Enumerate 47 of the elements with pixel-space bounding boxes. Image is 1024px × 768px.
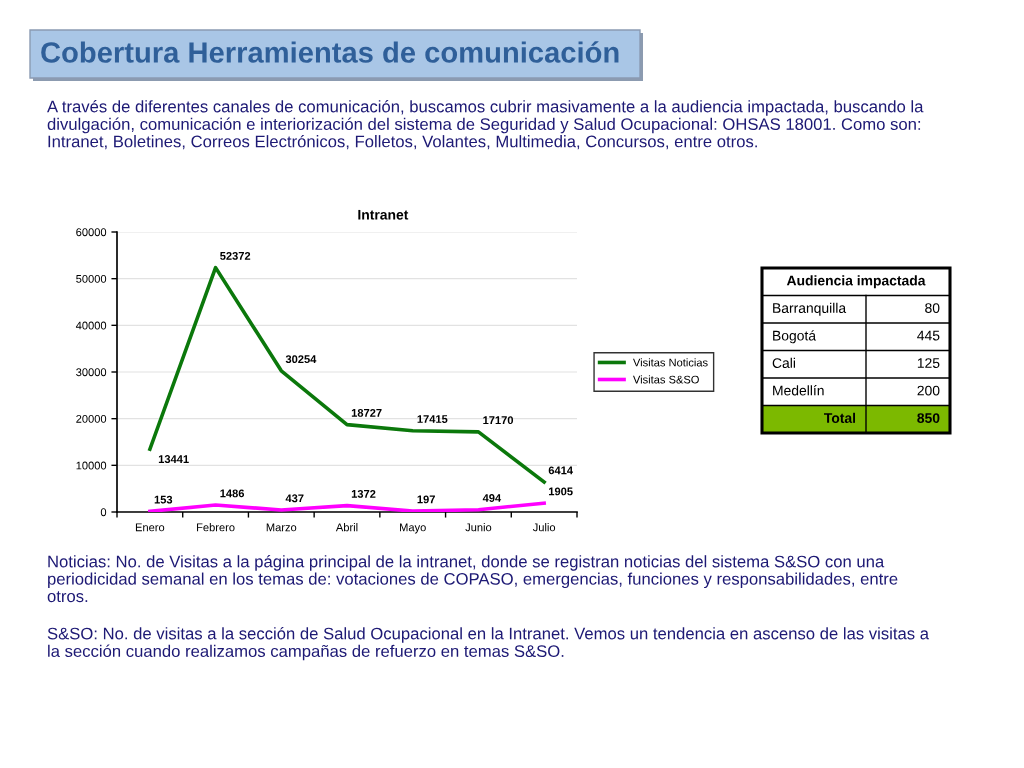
x-tick-label: Julio bbox=[532, 523, 556, 532]
category-label: Medellín bbox=[773, 385, 824, 396]
y-tick-label: 50000 bbox=[76, 274, 107, 283]
y-tick-label: 60000 bbox=[76, 228, 107, 237]
text: Total bbox=[824, 412, 856, 423]
x-tick-label: Marzo bbox=[266, 523, 297, 532]
data-label: 1486 bbox=[220, 489, 245, 498]
text: 850 bbox=[917, 413, 940, 423]
legend-label: Visitas Noticias bbox=[632, 358, 708, 367]
text: Noticias: No. de Visitas a la página principal de la intranet, donde se registran noticias del sistema S&SO con una periodicidad semanal en los temas de: votaciones de COPASO, emergencias, funciones y responsabilidades, entre otros. bbox=[47, 555, 898, 603]
chart-title: Intranet bbox=[358, 209, 409, 220]
data-label: 125 bbox=[917, 358, 940, 368]
data-label: 13441 bbox=[158, 455, 189, 464]
y-tick-label: 0 bbox=[100, 508, 107, 517]
y-tick-label: 40000 bbox=[75, 321, 107, 330]
data-label: 80 bbox=[925, 303, 940, 313]
x-tick-label: Abril bbox=[335, 523, 358, 532]
data-label: 17415 bbox=[417, 415, 448, 423]
y-tick-label: 10000 bbox=[76, 461, 107, 470]
y-tick-label: 20000 bbox=[76, 414, 107, 423]
text: A través de diferentes canales de comunicación, buscamos cubrir masivamente a la audiencia impactada, buscando la divulgación, comunicación e interiorización del sistema de Seguridad y Salud Ocupacional: OHSAS 18001. Como son: Intranet, Boletines, Correos Electrónicos, Folletos, Volantes, Multimedia, Concursos, entre otros. bbox=[47, 100, 924, 150]
data-label: 200 bbox=[917, 385, 940, 396]
data-label: 6414 bbox=[548, 466, 573, 475]
category-label: Bogotá bbox=[773, 330, 817, 344]
line-series bbox=[148, 265, 546, 484]
data-label: 52372 bbox=[220, 251, 251, 260]
data-label: 18727 bbox=[351, 408, 382, 417]
text: S&SO: No. de visitas a la sección de Salud Ocupacional en la Intranet. Vemos un tendencia en ascenso de las visitas a la sección cuando realizamos campañas de refuerzo en temas S&SO. bbox=[47, 627, 929, 661]
data-label: 437 bbox=[285, 494, 304, 503]
text: Audiencia impactada bbox=[786, 275, 926, 289]
x-tick-label: Febrero bbox=[197, 523, 235, 532]
category-label: Barranquilla bbox=[773, 302, 847, 316]
data-label: 1372 bbox=[351, 489, 376, 498]
legend-label: Visitas S&SO bbox=[632, 375, 699, 384]
data-label: 30254 bbox=[285, 355, 317, 364]
data-label: 445 bbox=[917, 330, 940, 341]
data-label: 17170 bbox=[483, 416, 514, 425]
x-tick-label: Enero bbox=[135, 523, 165, 532]
data-label: 153 bbox=[154, 495, 173, 504]
x-tick-label: Junio bbox=[465, 523, 492, 532]
category-label: Cali bbox=[772, 357, 795, 368]
data-label: 494 bbox=[482, 494, 502, 502]
text: Cobertura Herramientas de comunicación bbox=[41, 41, 619, 63]
x-tick-label: Mayo bbox=[400, 523, 426, 534]
data-label: 1905 bbox=[549, 487, 573, 496]
y-tick-label: 30000 bbox=[76, 368, 107, 377]
data-label: 197 bbox=[417, 495, 435, 504]
